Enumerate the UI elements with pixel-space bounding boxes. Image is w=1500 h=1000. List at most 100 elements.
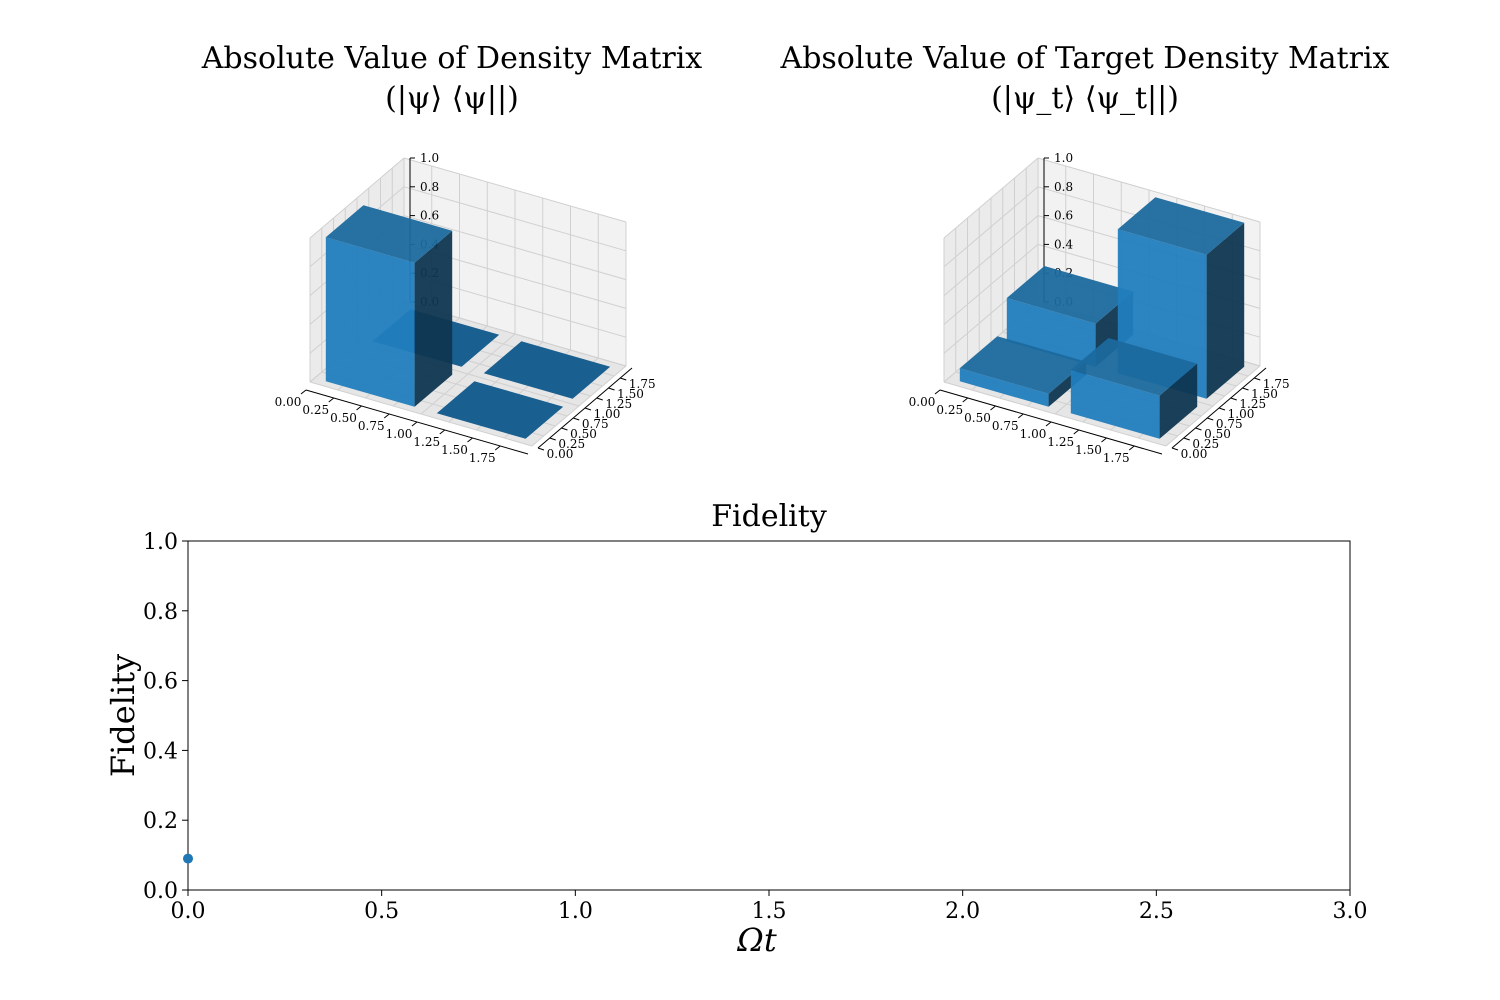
y-tick — [1183, 437, 1190, 441]
x-tick-label: 1.75 — [1103, 451, 1130, 465]
y-tick-label: 0.50 — [1204, 427, 1231, 441]
y-tick-label: 1.50 — [617, 387, 644, 401]
y-tick-label: 0.4 — [143, 739, 178, 764]
x-tick — [1128, 445, 1135, 451]
bar-r1-c0 — [436, 381, 564, 439]
gridline — [943, 157, 1039, 239]
bar-face-side — [1159, 363, 1198, 439]
y-tick — [620, 377, 627, 381]
x-axis-label: Ωt — [736, 921, 777, 959]
x-tick-label: 0.5 — [364, 899, 399, 924]
bar-face-top — [959, 336, 1087, 394]
bar-face-front — [1006, 298, 1096, 367]
y-tick-label: 0.2 — [143, 809, 178, 834]
y-tick-label: 0.75 — [582, 417, 609, 431]
y-tick — [1218, 407, 1226, 411]
x-tick — [411, 421, 418, 427]
x-tick — [990, 405, 996, 411]
bars — [959, 197, 1245, 439]
gridline — [403, 157, 627, 223]
x-tick-label: 0.00 — [275, 395, 302, 409]
bar-face-side — [1206, 222, 1245, 399]
x-tick-label: 1.00 — [1020, 427, 1047, 441]
x-tick-label: 0.50 — [330, 411, 357, 425]
x-tick — [1017, 413, 1024, 419]
y-tick-label: 1.00 — [1228, 407, 1255, 421]
x-tick-label: 2.0 — [945, 899, 980, 924]
bar-face-front — [1070, 370, 1160, 439]
gridline — [1037, 157, 1261, 223]
y-tick-label: 1.25 — [605, 397, 632, 411]
y-tick-label: 0.0 — [143, 879, 178, 904]
z-tick-label: 0.8 — [420, 180, 439, 194]
bars — [325, 205, 611, 439]
bar-face-front — [325, 237, 415, 407]
x-tick-label: 1.00 — [386, 427, 413, 441]
x-tick — [467, 437, 473, 443]
x-tick-label: 2.5 — [1139, 899, 1174, 924]
gridline — [943, 215, 1039, 296]
y-tick — [537, 447, 545, 451]
x-tick — [1045, 421, 1052, 427]
y-tick — [1207, 417, 1214, 421]
z-tick-label: 1.0 — [420, 151, 439, 165]
x-tick-label: 1.5 — [752, 899, 787, 924]
z-tick-label: 0.6 — [420, 209, 439, 223]
gridline — [403, 186, 627, 252]
gridline — [309, 157, 405, 239]
x-tick — [439, 429, 446, 435]
x-tick-label: 0.75 — [358, 419, 385, 433]
y-tick — [1195, 427, 1202, 431]
bar-face-top — [1117, 197, 1245, 255]
y-tick-label: 1.00 — [594, 407, 621, 421]
x-tick-label: 1.75 — [469, 451, 496, 465]
y-tick-label: 0.6 — [143, 670, 178, 695]
y-tick — [561, 427, 568, 431]
y-axis-label: Fidelity — [104, 654, 142, 777]
z-tick-label: 1.0 — [1054, 151, 1073, 165]
z-tick-label: 0.8 — [1054, 180, 1073, 194]
bar-face-top — [483, 341, 611, 399]
gridline — [531, 365, 627, 447]
panel-title: Absolute Value of Target Density Matrix (… — [780, 41, 1390, 116]
title-line1: Absolute Value of Target Density Matrix — [780, 41, 1390, 76]
x-tick-label: 1.25 — [1047, 435, 1074, 449]
y-tick-label: 0.50 — [570, 427, 597, 441]
y-tick-label: 0.00 — [547, 447, 574, 461]
title-line1: Absolute Value of Density Matrix — [201, 41, 703, 76]
y-tick — [1242, 387, 1249, 391]
y-tick — [573, 417, 580, 421]
y-tick-label: 0.75 — [1216, 417, 1243, 431]
bar-face-front — [959, 368, 1049, 407]
y-tick — [1254, 377, 1261, 381]
x-tick — [494, 445, 501, 451]
fidelity-plot: Fidelity 0.0 0.5 1.0 1.5 2.0 2.5 3.0 0.0 0.2 0.4 0.… — [104, 499, 1368, 959]
y-tick-label: 0.8 — [143, 600, 178, 625]
y-tick-label: 0.25 — [1192, 437, 1219, 451]
x-tick — [328, 397, 335, 403]
y-tick-label: 0.00 — [1181, 447, 1208, 461]
title-line2: (|ψ⟩ ⟨ψ||) — [385, 81, 519, 116]
y-tick-label: 1.0 — [143, 530, 178, 555]
y-tick-label: 1.75 — [629, 377, 656, 391]
x-tick-label: 0.00 — [909, 395, 936, 409]
z-tick-label: 0.4 — [1054, 237, 1073, 251]
bar-r0-c0 — [325, 205, 453, 407]
x-tick — [383, 413, 390, 419]
x-tick-label: 3.0 — [1333, 899, 1368, 924]
y-tick — [1171, 447, 1179, 451]
y-tick — [584, 407, 592, 411]
x-tick-label: 0.25 — [936, 403, 963, 417]
y-tick-label: 1.75 — [1263, 377, 1290, 391]
target-density-matrix-3d-plot: 0.000.250.500.751.001.251.501.75 0.000.25… — [780, 41, 1390, 465]
bar-r1-c1 — [483, 341, 611, 399]
x-tick-label: 1.25 — [413, 435, 440, 449]
x-tick-label: 0.0 — [171, 899, 206, 924]
x-tick — [1073, 429, 1080, 435]
x-tick — [356, 405, 362, 411]
bar-face-top — [325, 205, 453, 263]
bar-face-top — [1070, 338, 1198, 396]
y-tick — [608, 387, 615, 391]
x-tick — [300, 389, 307, 395]
density-matrix-3d-plot: 0.000.250.500.751.001.251.501.75 0.000.25… — [201, 41, 703, 465]
